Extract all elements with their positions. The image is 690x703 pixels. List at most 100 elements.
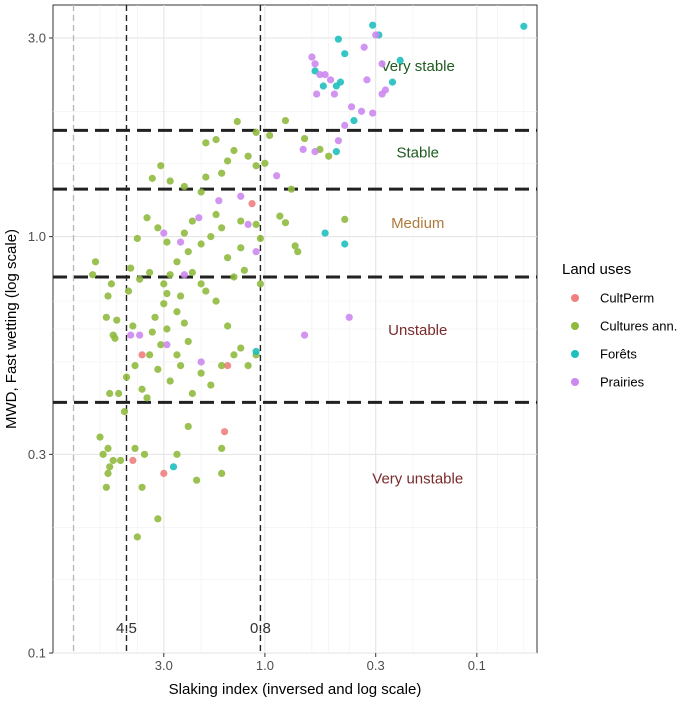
data-point <box>131 362 139 370</box>
data-point <box>197 188 205 196</box>
data-point <box>133 234 141 243</box>
data-point <box>120 407 129 416</box>
data-point <box>291 242 299 250</box>
data-point <box>136 275 144 283</box>
data-point <box>138 351 146 359</box>
data-point <box>347 103 356 111</box>
data-point <box>276 212 284 220</box>
data-point <box>378 60 386 68</box>
data-point <box>166 177 174 185</box>
data-point <box>160 229 168 237</box>
data-point <box>197 240 205 248</box>
data-point <box>160 300 168 308</box>
data-point <box>341 121 349 129</box>
data-point <box>299 145 307 153</box>
data-point <box>195 214 203 222</box>
data-point <box>326 76 335 84</box>
data-point <box>212 297 220 305</box>
legend-key <box>571 350 579 358</box>
data-point <box>321 229 329 237</box>
data-point <box>341 215 349 223</box>
x-axis-title: Slaking index (inversed and log scale) <box>169 681 422 698</box>
data-point <box>127 264 135 272</box>
y-tick-label: 3.0 <box>28 30 46 45</box>
data-point <box>218 224 226 232</box>
data-point <box>360 43 368 51</box>
data-point <box>163 289 171 298</box>
data-point <box>173 308 181 316</box>
data-point <box>184 248 192 256</box>
zone-label: Medium <box>391 215 444 232</box>
y-axis-ticks: 0.1 0.3 1.0 3.0 <box>28 30 53 661</box>
x-tick-label: 1.0 <box>256 658 274 673</box>
data-point <box>176 362 185 370</box>
data-point <box>143 394 151 402</box>
data-point <box>237 192 245 200</box>
data-point <box>396 56 404 65</box>
data-point <box>163 341 171 349</box>
y-axis-title: MWD, Fast wetting (log scale) <box>3 229 20 429</box>
data-point <box>115 389 123 398</box>
data-point <box>230 146 238 155</box>
data-point <box>180 319 188 327</box>
vline-label: 0.8 <box>250 620 271 637</box>
x-tick-label: 0.3 <box>367 658 385 673</box>
data-point <box>311 60 319 68</box>
x-tick-label: 3.0 <box>155 658 173 673</box>
zone-label: Unstable <box>388 322 447 339</box>
data-point <box>300 134 309 143</box>
data-point <box>193 476 201 484</box>
x-tick-label: 0.1 <box>468 658 486 673</box>
data-point <box>133 533 141 541</box>
vline-label: 4.5 <box>116 620 137 637</box>
data-point <box>143 214 151 222</box>
data-point <box>197 280 205 288</box>
data-point <box>237 344 245 352</box>
zone-label: Stable <box>396 144 439 161</box>
data-point <box>140 450 149 458</box>
data-point <box>388 78 397 86</box>
zone-label: Very stable <box>381 58 455 75</box>
data-point <box>244 362 252 370</box>
data-point <box>252 220 260 228</box>
data-point <box>127 331 135 339</box>
data-point <box>244 220 252 228</box>
data-point <box>369 21 377 29</box>
data-point <box>350 116 358 125</box>
data-point <box>237 244 245 252</box>
data-point <box>111 334 119 342</box>
data-point <box>207 381 215 389</box>
data-point <box>138 385 146 393</box>
data-point <box>180 229 188 237</box>
data-point <box>154 515 162 523</box>
data-point <box>96 433 104 441</box>
data-point <box>321 70 329 79</box>
data-point <box>180 271 188 279</box>
data-point <box>311 148 319 156</box>
data-point <box>252 347 260 356</box>
data-point <box>240 266 248 274</box>
data-points <box>89 21 528 541</box>
data-point <box>230 273 238 281</box>
data-point <box>520 22 528 30</box>
data-point <box>166 377 174 385</box>
data-point <box>160 469 168 477</box>
data-point <box>218 169 226 177</box>
data-point <box>334 137 342 145</box>
data-point <box>173 351 181 359</box>
data-point <box>188 268 196 277</box>
data-point <box>116 456 125 465</box>
data-point <box>372 31 380 39</box>
data-point <box>308 53 316 61</box>
data-point <box>218 444 226 453</box>
legend-key <box>571 322 579 330</box>
data-point <box>202 139 210 147</box>
vertical-reference-lines: 4.5 0.8 <box>72 5 271 653</box>
data-point <box>244 152 252 160</box>
data-point <box>89 271 97 279</box>
zone-label: Very unstable <box>372 471 463 488</box>
y-tick-label: 0.3 <box>28 447 46 462</box>
legend-label: CultPerm <box>600 291 654 306</box>
data-point <box>207 233 215 241</box>
